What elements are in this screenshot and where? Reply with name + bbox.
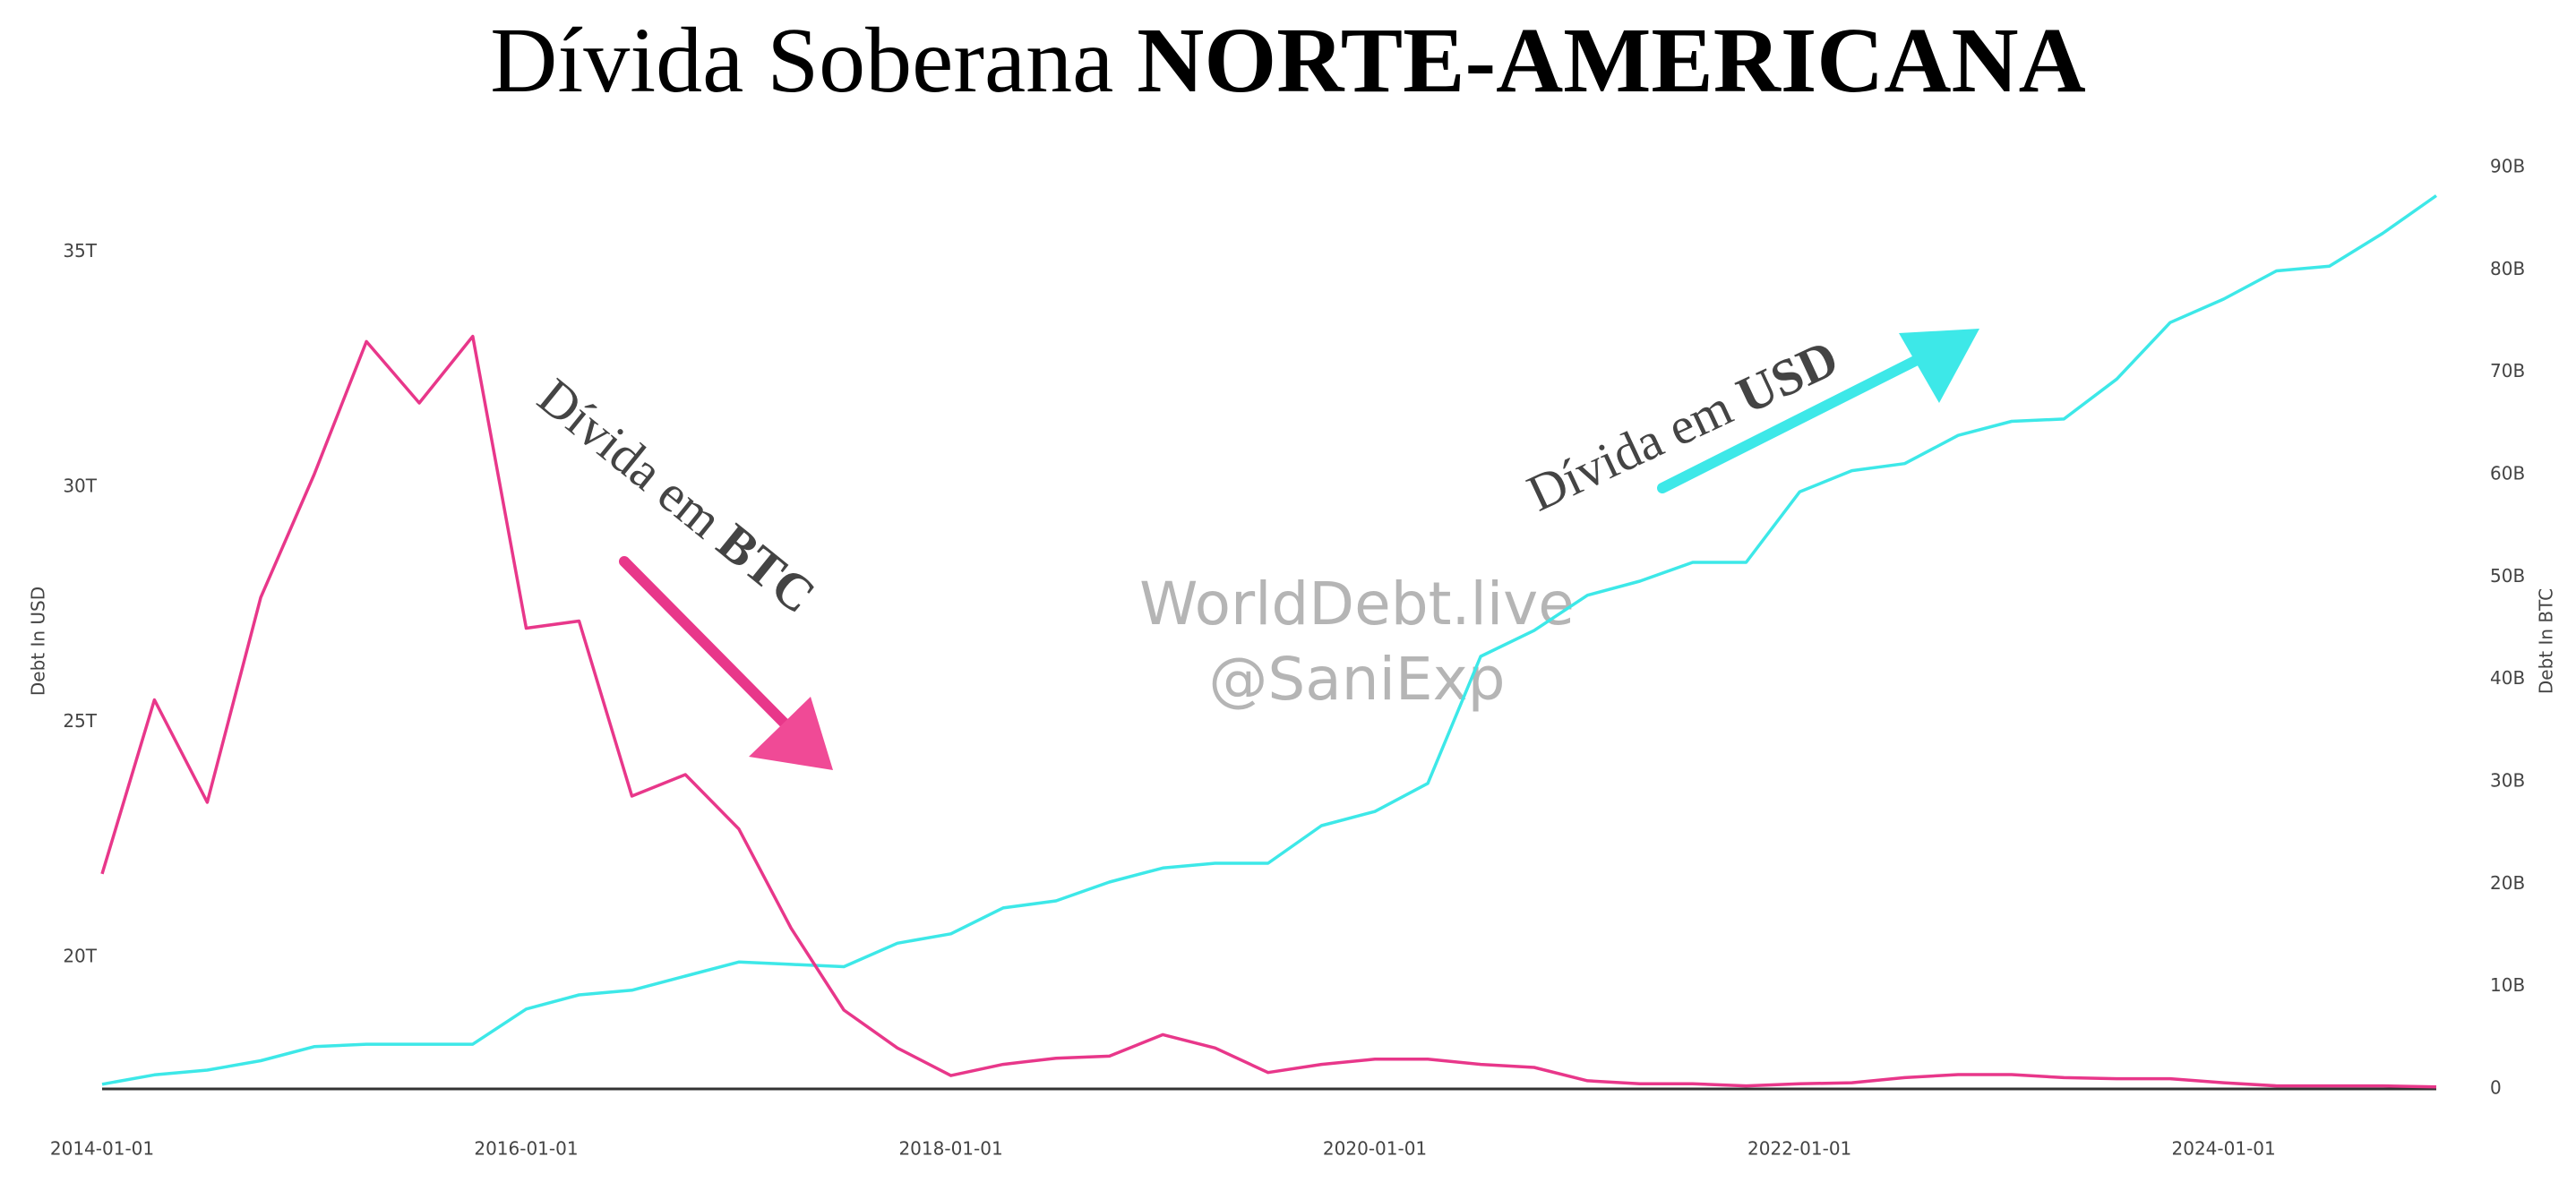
y-tick-label: 25T <box>63 710 97 732</box>
y-tick-label: 20T <box>63 946 97 967</box>
y2-tick-label: 10B <box>2490 974 2525 996</box>
chart-title: Dívida Soberana NORTE-AMERICANA <box>490 9 2085 112</box>
x-tick-label: 2024-01-01 <box>2172 1138 2276 1160</box>
watermark: WorldDebt.live <box>1139 570 1575 638</box>
y2-axis-title: Debt In BTC <box>2536 588 2557 694</box>
arrow-btc <box>619 556 833 770</box>
watermark: @SaniExp <box>1208 645 1505 714</box>
annotation-text: Dívida em <box>1519 378 1741 523</box>
y-tick-label: 35T <box>63 240 97 261</box>
x-tick-label: 2018-01-01 <box>898 1138 1002 1160</box>
y2-tick-label: 40B <box>2490 667 2525 689</box>
y-axis-title: Debt In USD <box>28 587 49 696</box>
y-tick-label: 30T <box>63 476 97 497</box>
y2-tick-label: 0 <box>2490 1077 2502 1099</box>
y2-tick-label: 60B <box>2490 463 2525 484</box>
x-tick-label: 2022-01-01 <box>1747 1138 1851 1160</box>
y2-tick-label: 50B <box>2490 565 2525 587</box>
annotation-text: Dívida em <box>527 367 733 550</box>
y2-tick-label: 30B <box>2490 770 2525 792</box>
title-emphasis: NORTE-AMERICANA <box>1137 9 2085 112</box>
line-series <box>101 194 2438 1086</box>
x-tick-label: 2014-01-01 <box>50 1138 154 1160</box>
line-series <box>100 334 2437 1089</box>
y2-tick-label: 90B <box>2490 156 2525 177</box>
annotation-btc: Dívida em BTC <box>527 367 826 625</box>
annotation: Dívida em BTC <box>527 367 826 625</box>
arrow-usd <box>1657 329 1979 493</box>
y2-tick-label: 70B <box>2490 360 2525 381</box>
x-tick-label: 2020-01-01 <box>1323 1138 1427 1160</box>
y2-tick-label: 80B <box>2490 258 2525 279</box>
y2-tick-label: 20B <box>2490 872 2525 894</box>
title-text: Dívida Soberana <box>490 9 1113 112</box>
x-tick-label: 2016-01-01 <box>474 1138 578 1160</box>
annotation-emphasis: USD <box>1728 329 1847 425</box>
annotation-emphasis: BTC <box>707 512 827 625</box>
